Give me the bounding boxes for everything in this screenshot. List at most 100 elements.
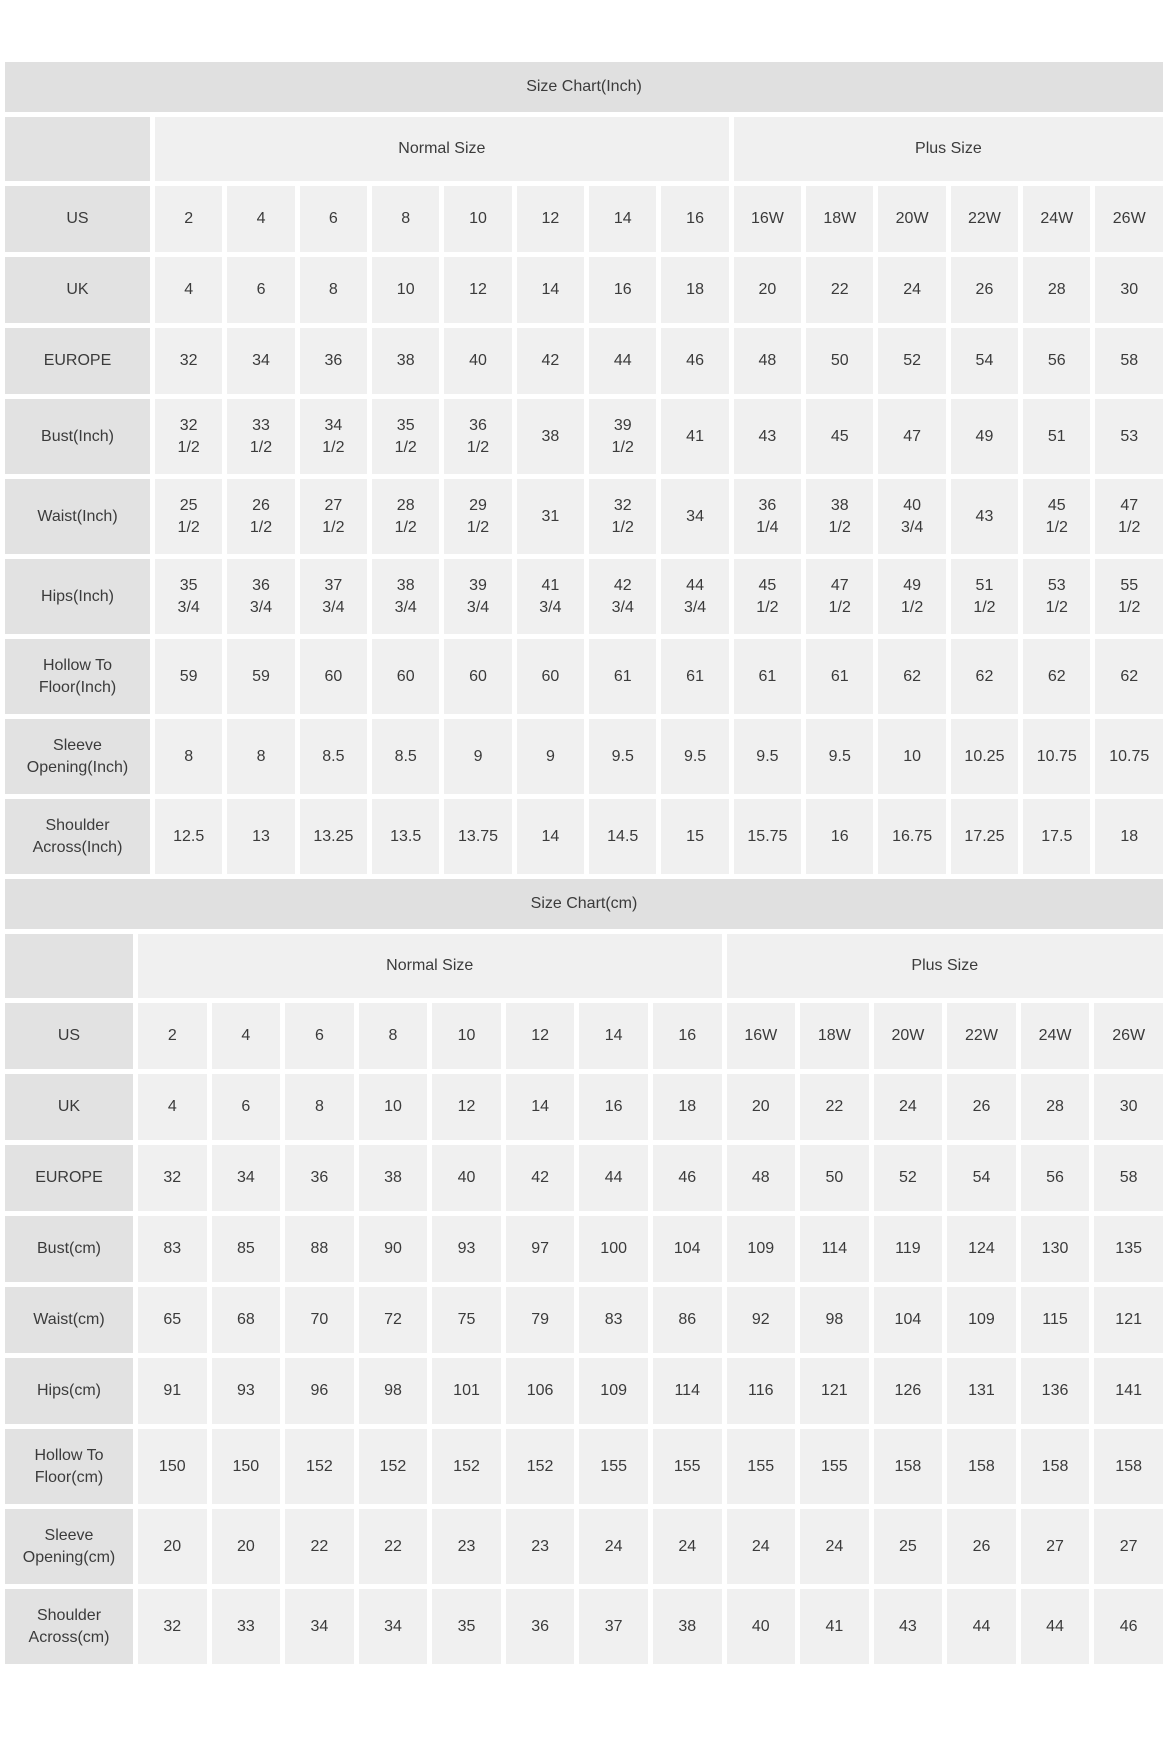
table-row: Waist(Inch) 25 1/2 26 1/2 27 1/2 28 1/2 29 1/… [5, 479, 1163, 554]
size-value-cell: 12 [505, 1003, 575, 1069]
size-value-cell: 68 [211, 1287, 281, 1353]
size-value-cell: 59 [227, 639, 295, 714]
size-value-cell: 8.5 [299, 719, 368, 794]
size-value-cell: 36 [299, 328, 368, 394]
size-value-cell: 8 [299, 257, 368, 323]
size-value-cell: 45 [806, 399, 874, 474]
size-value-cell: 44 [947, 1589, 1016, 1664]
size-value-cell: 9.5 [661, 719, 729, 794]
size-value-cell: 35 [432, 1589, 501, 1664]
size-value-cell: 155 [800, 1429, 869, 1504]
size-value-cell: 26W [1095, 186, 1163, 252]
size-value-cell: 4 [227, 186, 295, 252]
size-value-cell: 26 [947, 1509, 1016, 1584]
size-value-cell: 93 [432, 1216, 501, 1282]
table-row: Hips(cm) 91 93 96 98 101 106 109 114 116 121 126 131… [5, 1358, 1163, 1424]
size-value-cell: 9.5 [733, 719, 802, 794]
size-value-cell: 20W [878, 186, 946, 252]
size-value-cell: 8 [227, 719, 295, 794]
size-value-cell: 22 [800, 1074, 869, 1140]
size-chart-cm-table: Size Chart(cm) Normal Size Plus Size US 2 4 6 8… [0, 874, 1168, 1669]
size-value-cell: 47 1/2 [806, 559, 874, 634]
size-value-cell: 16W [726, 1003, 796, 1069]
size-value-cell: 9 [444, 719, 512, 794]
size-value-cell: 70 [285, 1287, 354, 1353]
size-value-cell: 10 [444, 186, 512, 252]
size-value-cell: 35 3/4 [155, 559, 223, 634]
table-row: Waist(cm) 65 68 70 72 75 79 83 86 92 98 104 109 115 12… [5, 1287, 1163, 1353]
size-value-cell: 41 3/4 [516, 559, 585, 634]
size-value-cell: 15.75 [733, 799, 802, 874]
size-value-cell: 32 1/2 [155, 399, 223, 474]
size-value-cell: 49 [950, 399, 1019, 474]
size-value-cell: 28 1/2 [372, 479, 440, 554]
size-value-cell: 16W [733, 186, 802, 252]
size-value-cell: 44 [589, 328, 657, 394]
size-value-cell: 83 [579, 1287, 648, 1353]
size-value-cell: 28 [1020, 1074, 1090, 1140]
row-label: US [5, 186, 150, 252]
size-value-cell: 24 [652, 1509, 722, 1584]
size-value-cell: 152 [358, 1429, 428, 1504]
size-value-cell: 15 [661, 799, 729, 874]
size-value-cell: 115 [1020, 1287, 1090, 1353]
size-value-cell: 46 [661, 328, 729, 394]
size-value-cell: 17.25 [950, 799, 1019, 874]
size-value-cell: 97 [505, 1216, 575, 1282]
column-group-header: Normal Size [138, 934, 722, 998]
size-value-cell: 52 [878, 328, 946, 394]
size-value-cell: 136 [1020, 1358, 1090, 1424]
size-value-cell: 49 1/2 [878, 559, 946, 634]
size-value-cell: 14 [579, 1003, 648, 1069]
size-value-cell: 62 [950, 639, 1019, 714]
size-value-cell: 31 [516, 479, 585, 554]
size-value-cell: 96 [285, 1358, 354, 1424]
size-value-cell: 8 [372, 186, 440, 252]
size-value-cell: 101 [432, 1358, 501, 1424]
size-value-cell: 16 [589, 257, 657, 323]
size-value-cell: 98 [800, 1287, 869, 1353]
size-value-cell: 30 [1095, 257, 1163, 323]
size-value-cell: 43 [873, 1589, 943, 1664]
size-value-cell: 48 [726, 1145, 796, 1211]
size-value-cell: 13.5 [372, 799, 440, 874]
size-value-cell: 34 [358, 1589, 428, 1664]
table-row: Hollow To Floor(cm) 150 150 152 152 152 152 155… [5, 1429, 1163, 1504]
size-value-cell: 42 [505, 1145, 575, 1211]
table-row: UK 4 6 8 10 12 14 16 18 20 22 24 26 28 30 [5, 1074, 1163, 1140]
row-label: UK [5, 257, 150, 323]
size-value-cell: 61 [806, 639, 874, 714]
size-value-cell: 14 [589, 186, 657, 252]
size-value-cell: 6 [299, 186, 368, 252]
size-value-cell: 158 [947, 1429, 1016, 1504]
size-value-cell: 12 [516, 186, 585, 252]
size-value-cell: 22 [358, 1509, 428, 1584]
size-value-cell: 39 1/2 [589, 399, 657, 474]
size-value-cell: 40 3/4 [878, 479, 946, 554]
size-value-cell: 44 [579, 1145, 648, 1211]
size-value-cell: 32 [138, 1145, 207, 1211]
size-chart-inch-table: Size Chart(Inch) Normal Size Plus Size US 2 4… [0, 57, 1168, 879]
size-value-cell: 152 [505, 1429, 575, 1504]
size-value-cell: 40 [726, 1589, 796, 1664]
size-value-cell: 72 [358, 1287, 428, 1353]
size-value-cell: 10 [358, 1074, 428, 1140]
row-label: Shoulder Across(Inch) [5, 799, 150, 874]
size-value-cell: 10.25 [950, 719, 1019, 794]
size-value-cell: 121 [800, 1358, 869, 1424]
size-value-cell: 42 [516, 328, 585, 394]
size-value-cell: 22W [950, 186, 1019, 252]
size-value-cell: 32 1/2 [589, 479, 657, 554]
size-value-cell: 22W [947, 1003, 1016, 1069]
size-value-cell: 14.5 [589, 799, 657, 874]
size-value-cell: 38 [372, 328, 440, 394]
size-value-cell: 90 [358, 1216, 428, 1282]
size-value-cell: 9 [516, 719, 585, 794]
size-value-cell: 46 [652, 1145, 722, 1211]
size-value-cell: 47 1/2 [1095, 479, 1163, 554]
size-value-cell: 8.5 [372, 719, 440, 794]
size-value-cell: 20 [733, 257, 802, 323]
size-value-cell: 55 1/2 [1095, 559, 1163, 634]
size-value-cell: 18 [661, 257, 729, 323]
row-label: EUROPE [5, 328, 150, 394]
